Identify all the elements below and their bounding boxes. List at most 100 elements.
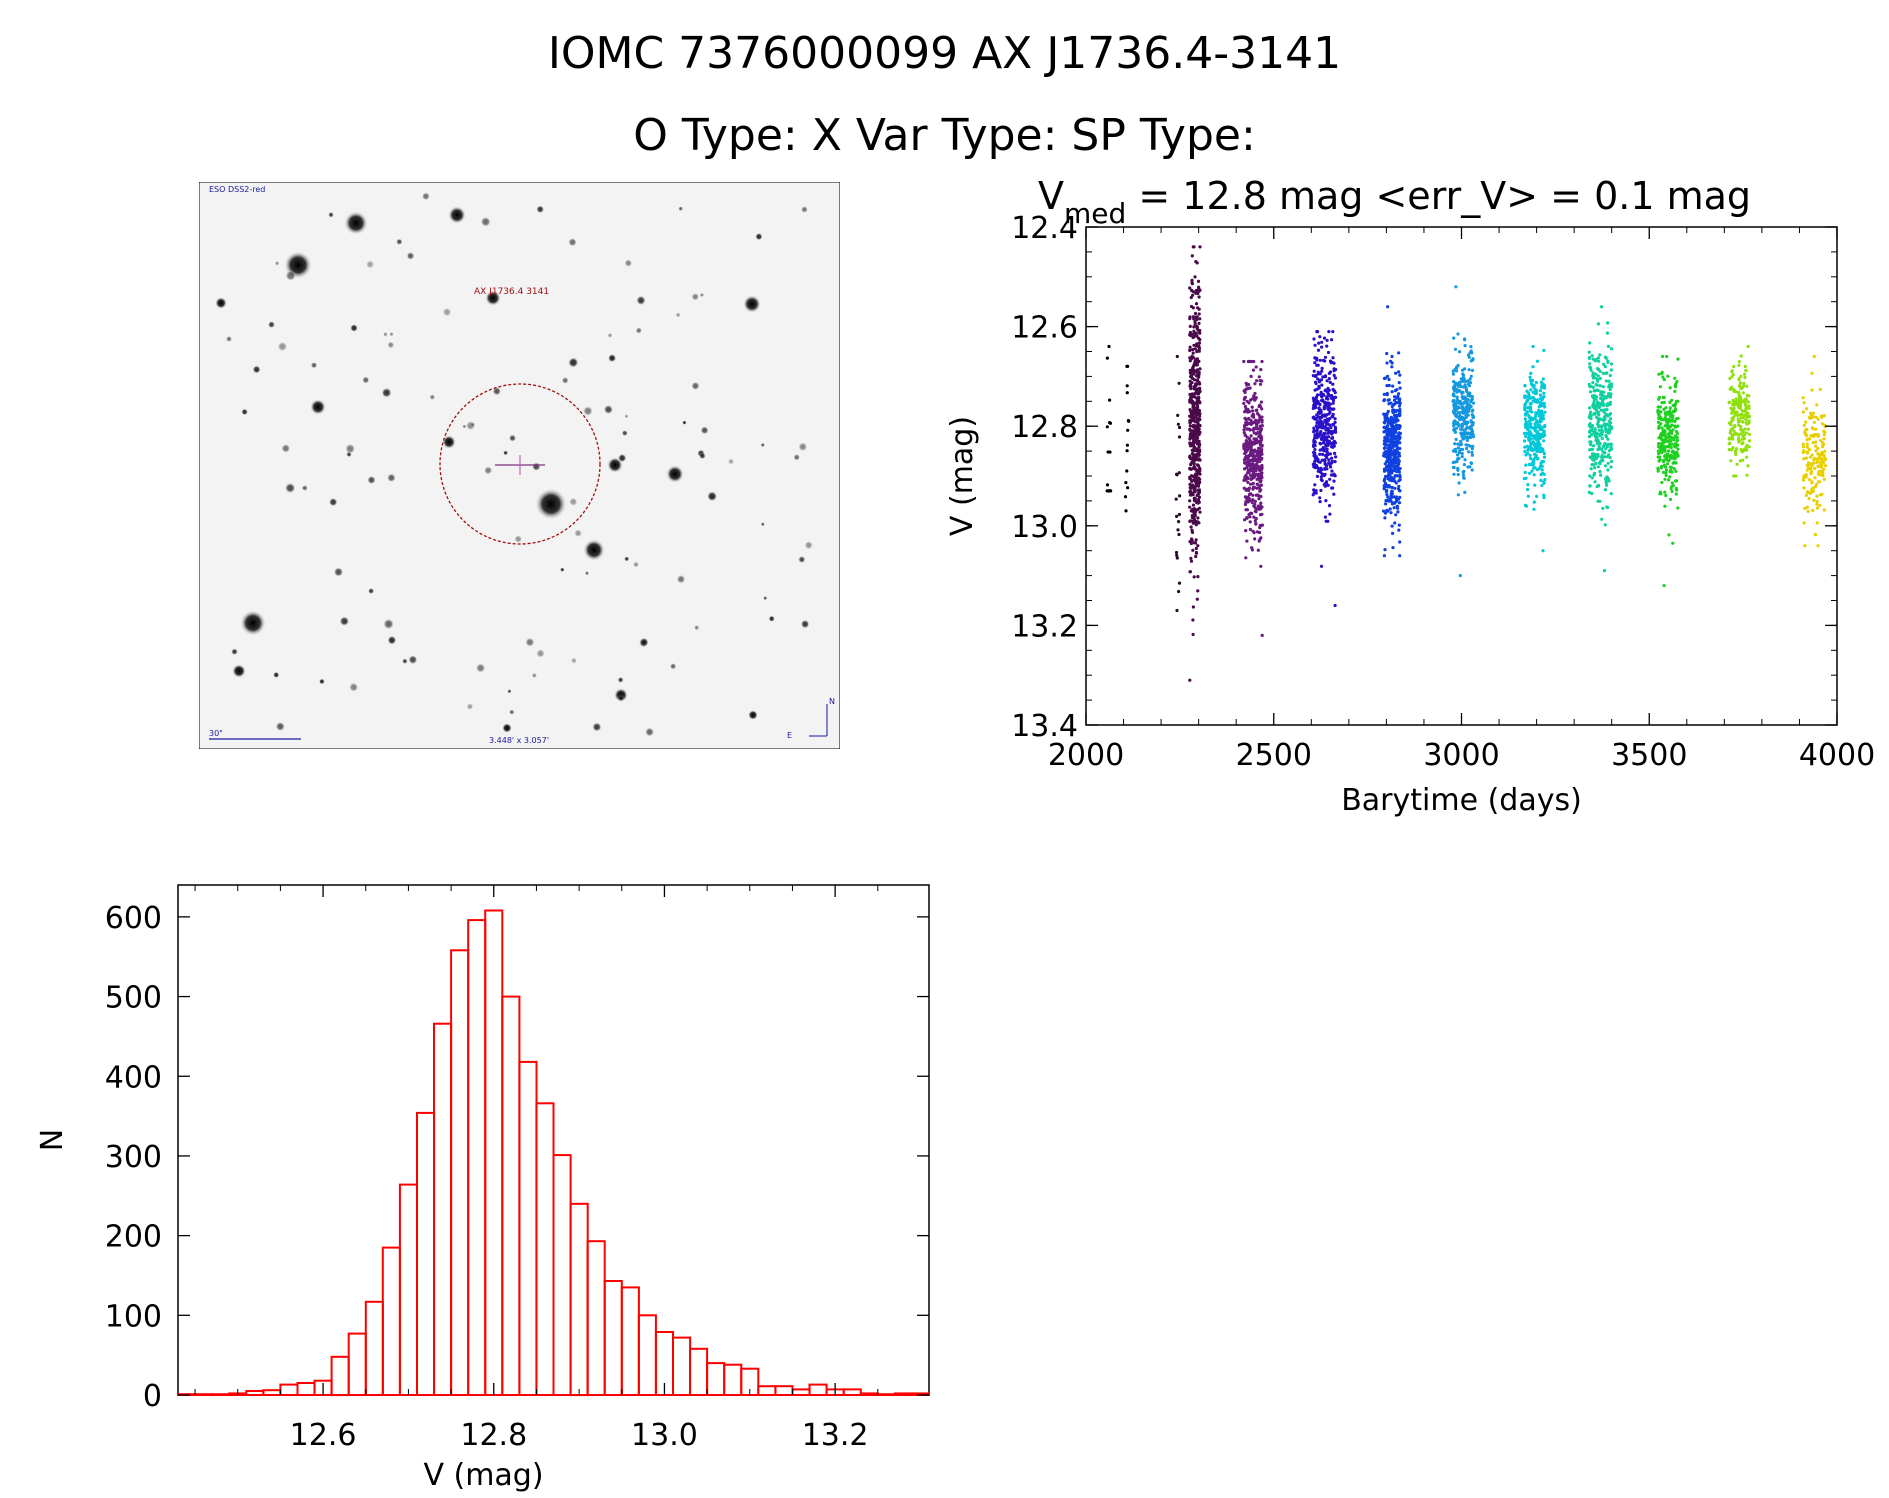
lc-point — [1528, 471, 1532, 475]
lc-point — [1526, 391, 1530, 395]
lc-point — [1465, 446, 1469, 451]
lc-point — [1333, 417, 1337, 421]
lc-point — [1529, 437, 1533, 441]
lc-point — [1190, 528, 1194, 532]
lc-point — [1745, 384, 1749, 388]
lc-point — [1193, 360, 1197, 364]
lc-point — [1311, 462, 1315, 466]
lc-point — [1820, 492, 1824, 496]
lc-point — [1194, 331, 1198, 335]
lc-point — [1330, 442, 1334, 446]
lc-point — [1248, 527, 1252, 532]
lc-point — [1198, 245, 1202, 249]
lc-point — [1194, 288, 1198, 293]
lc-point — [1194, 344, 1199, 348]
lc-point — [1593, 389, 1597, 393]
lc-point — [1197, 295, 1201, 299]
faint-star — [531, 672, 537, 679]
lc-point — [1596, 356, 1601, 360]
lc-point — [1596, 483, 1601, 487]
lc-point — [1326, 390, 1330, 395]
lc-season-7 — [1451, 285, 1476, 578]
lc-point — [1314, 381, 1318, 386]
lc-point — [1609, 425, 1613, 429]
hist-ytick-label: 500 — [105, 981, 162, 1016]
lc-point — [1601, 371, 1605, 375]
lc-point — [1194, 546, 1198, 551]
lc-point — [1190, 452, 1194, 456]
lc-point — [1453, 402, 1458, 406]
lc-point — [1322, 435, 1326, 439]
lc-point — [1388, 454, 1392, 458]
lc-point — [1673, 389, 1677, 393]
lc-point — [1178, 494, 1182, 498]
lc-point — [1188, 432, 1193, 436]
lc-point — [1382, 398, 1387, 402]
lc-point — [1588, 422, 1592, 426]
lc-point — [1175, 556, 1179, 560]
lc-point — [1382, 453, 1386, 457]
lc-point — [1539, 425, 1543, 429]
lc-point — [1803, 506, 1807, 510]
lc-point — [1324, 422, 1328, 426]
lc-point — [1812, 461, 1816, 465]
faint-star — [633, 561, 639, 568]
lc-point — [1657, 395, 1662, 400]
lc-point — [1674, 452, 1679, 456]
lc-point — [1668, 438, 1672, 442]
lc-point — [1247, 460, 1251, 464]
lc-point — [1392, 468, 1396, 473]
lc-point — [1328, 370, 1333, 374]
lc-point — [1657, 442, 1661, 446]
lc-point — [1466, 436, 1471, 440]
lc-point — [1527, 434, 1531, 438]
lc-point — [1393, 431, 1397, 435]
lc-point — [1466, 413, 1470, 417]
lc-point — [1259, 427, 1263, 431]
lc-point — [1668, 406, 1672, 410]
lc-point — [1523, 449, 1527, 454]
lc-point — [1193, 476, 1197, 480]
lc-point — [1198, 430, 1202, 434]
lc-point — [1313, 447, 1317, 452]
lc-point — [1531, 458, 1535, 462]
lc-point — [1386, 416, 1390, 421]
faint-star — [328, 211, 334, 218]
lc-point — [1259, 440, 1263, 444]
lc-point — [1255, 493, 1260, 497]
lc-point — [1316, 370, 1320, 374]
lc-point — [1802, 450, 1806, 454]
faint-star — [675, 312, 681, 318]
lc-point — [1459, 427, 1463, 431]
lc-point — [1529, 463, 1533, 467]
hist-bar — [842, 1388, 862, 1397]
lc-point — [1192, 343, 1196, 347]
lc-point — [1388, 457, 1392, 461]
lc-point — [1313, 361, 1317, 365]
hist-ytick-label: 600 — [105, 901, 162, 936]
hist-bar — [364, 1300, 384, 1396]
lc-point — [1608, 417, 1613, 421]
lc-point — [1386, 495, 1390, 499]
lc-point — [1318, 358, 1322, 362]
lc-point — [1384, 502, 1388, 506]
lc-point — [1458, 414, 1462, 418]
lc-point — [1454, 437, 1458, 441]
lc-point — [1386, 305, 1390, 309]
lc-point — [1260, 359, 1264, 364]
lc-point — [1255, 439, 1259, 443]
lc-point — [1458, 350, 1462, 354]
lc-point — [1528, 409, 1533, 413]
lc-point — [1105, 483, 1110, 487]
lc-point — [1247, 464, 1251, 468]
lc-ytick-label: 12.6 — [1011, 311, 1078, 346]
lc-point — [1740, 450, 1744, 454]
lc-point — [1803, 430, 1807, 434]
star-5 — [448, 206, 466, 224]
lc-point — [1466, 393, 1470, 397]
lc-point — [1596, 420, 1600, 424]
star-2 — [240, 610, 266, 636]
faint-star — [387, 341, 395, 349]
lc-point — [1462, 463, 1466, 467]
lc-point — [1333, 603, 1337, 608]
